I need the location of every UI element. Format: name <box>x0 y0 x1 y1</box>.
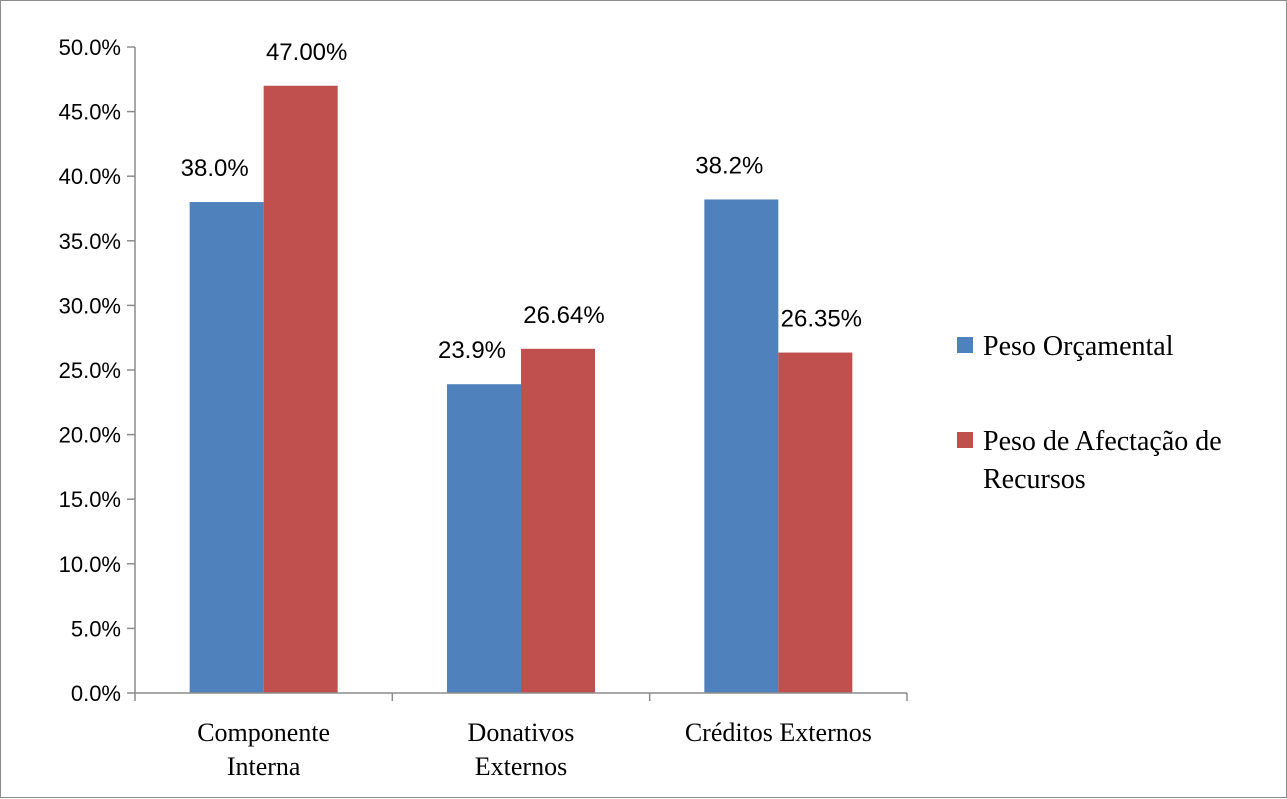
legend-label: Peso Orçamental <box>983 331 1174 362</box>
category-label: Externos <box>475 752 567 781</box>
y-tick-label: 20.0% <box>59 423 121 448</box>
bar-peso-orcamental-2 <box>704 199 779 693</box>
legend-swatch <box>957 337 973 353</box>
bar-peso-orcamental-1 <box>447 384 521 693</box>
y-tick-label: 50.0% <box>59 35 121 60</box>
y-tick-label: 40.0% <box>59 164 121 189</box>
category-label: Créditos Externos <box>685 718 872 747</box>
data-label: 38.0% <box>181 155 249 182</box>
y-tick-label: 30.0% <box>59 293 121 318</box>
data-label: 47.00% <box>266 39 347 66</box>
y-tick-label: 25.0% <box>59 358 121 383</box>
data-label: 23.9% <box>438 337 506 364</box>
y-tick-label: 10.0% <box>59 552 121 577</box>
bar-peso-afectacao-0 <box>263 85 338 693</box>
data-label: 26.35% <box>781 306 862 333</box>
data-label: 38.2% <box>695 152 763 179</box>
y-tick-label: 5.0% <box>71 616 121 641</box>
bar-peso-orcamental-0 <box>189 202 264 694</box>
bar-peso-afectacao-1 <box>521 348 595 693</box>
category-label: Interna <box>227 752 301 781</box>
y-tick-label: 0.0% <box>71 681 121 706</box>
category-label: Componente <box>197 718 330 747</box>
bar-peso-afectacao-2 <box>778 352 853 693</box>
data-label: 26.64% <box>523 302 604 329</box>
y-tick-label: 35.0% <box>59 229 121 254</box>
category-label: Donativos <box>468 718 575 747</box>
y-tick-label: 45.0% <box>59 100 121 125</box>
legend-label: Peso de Afectação de <box>983 426 1222 457</box>
legend-label: Recursos <box>983 464 1086 495</box>
legend-swatch <box>957 432 973 448</box>
y-tick-label: 15.0% <box>59 487 121 512</box>
